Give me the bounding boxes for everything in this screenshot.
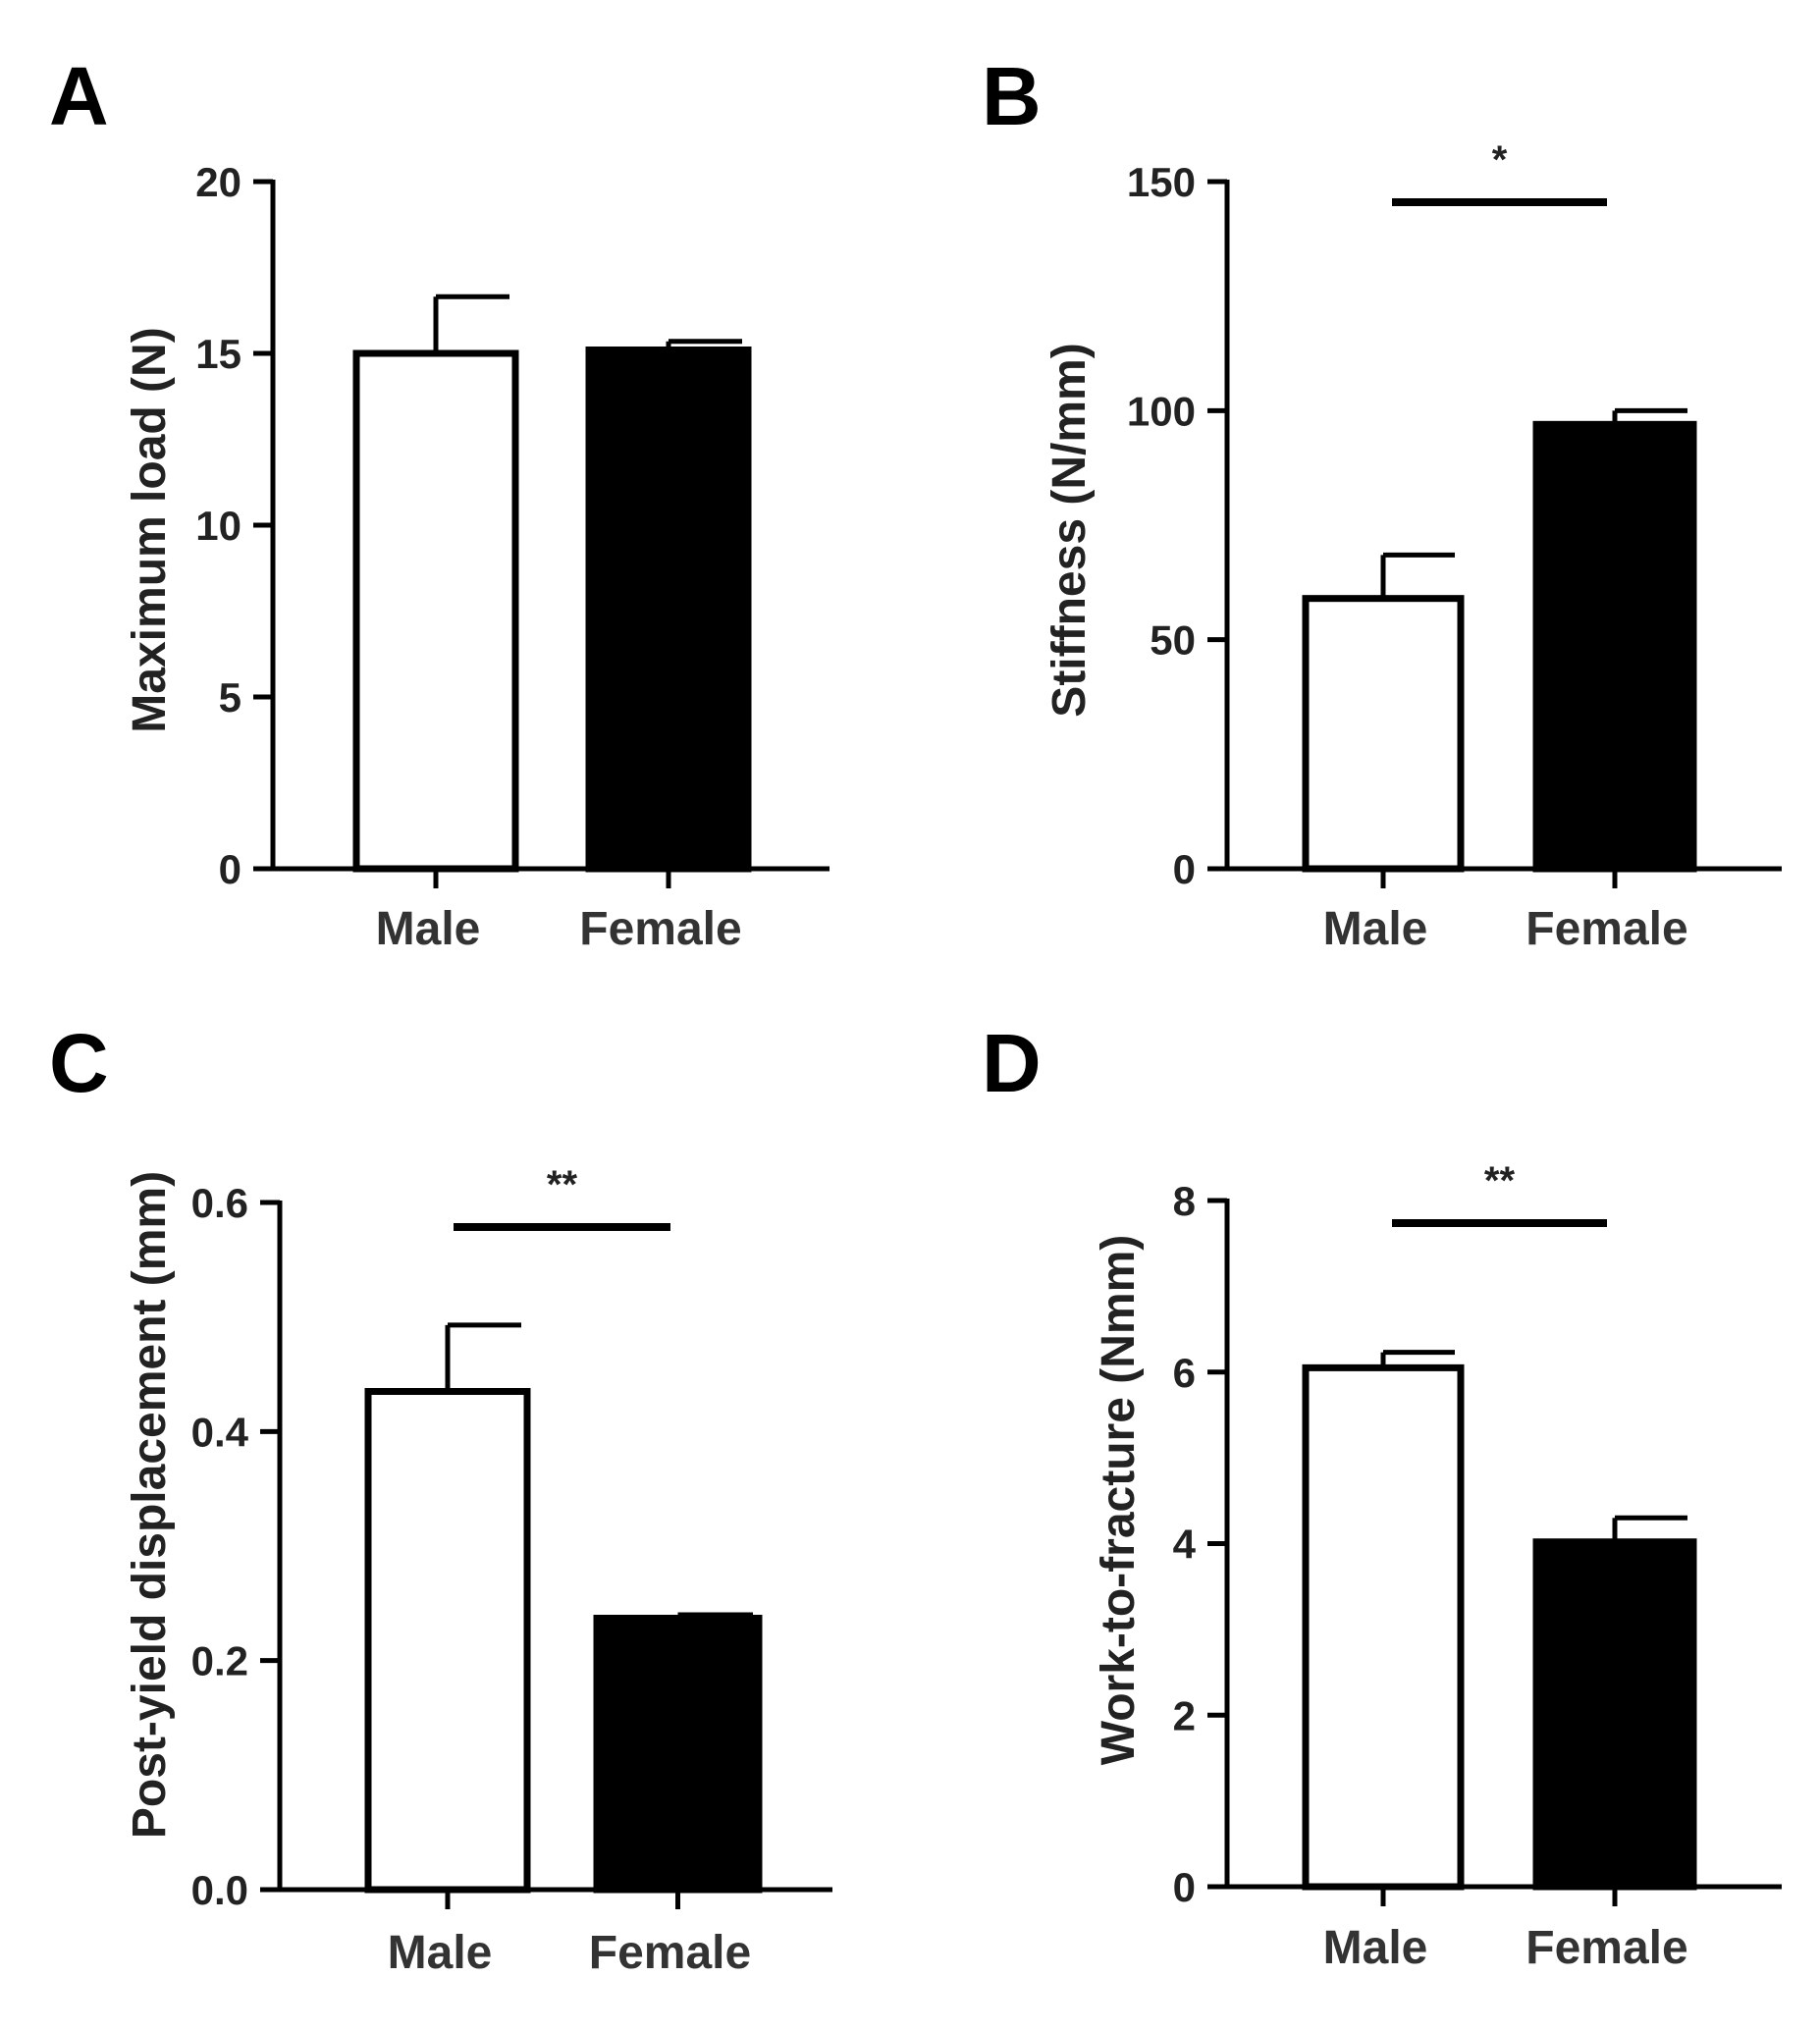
x-category-label: Female <box>589 1927 751 1979</box>
y-tick-label: 2 <box>1173 1692 1196 1738</box>
bar-female <box>593 1615 763 1894</box>
chart-marks: 0 2 4 6 8 Male Female <box>1173 1178 1782 1974</box>
panel-letter: A <box>49 50 109 142</box>
panel-b: B Stiffness (N/mm) * 0 50 100 150 Male Female <box>982 50 1782 955</box>
y-tick-label: 4 <box>1173 1522 1197 1568</box>
y-tick-label: 15 <box>195 331 241 377</box>
panel-letter: B <box>982 50 1042 142</box>
bar-male <box>1302 1363 1465 1891</box>
x-category-label: Male <box>1323 1922 1428 1974</box>
y-tick-label: 50 <box>1150 617 1196 664</box>
y-tick-label: 0.4 <box>191 1409 249 1455</box>
y-tick-label: 8 <box>1173 1178 1196 1224</box>
bar-female <box>1532 420 1697 873</box>
x-category-label: Male <box>1323 903 1428 955</box>
y-tick-label: 20 <box>195 159 241 205</box>
y-axis-label: Post-yield displacement (mm) <box>124 1171 176 1839</box>
x-category-label: Male <box>388 1927 493 1979</box>
significance-label: ** <box>547 1163 578 1206</box>
panel-d: D Work-to-fracture (Nmm) ** 0 2 4 6 8 Male Fem… <box>982 1017 1782 1974</box>
x-category-label: Female <box>1526 1922 1687 1974</box>
y-tick-label: 0.2 <box>191 1638 248 1684</box>
bar-male <box>352 349 519 873</box>
y-axis-label: Stiffness (N/mm) <box>1044 343 1096 717</box>
bar-male <box>1302 595 1465 873</box>
y-tick-label: 0.0 <box>191 1867 248 1913</box>
y-tick-label: 6 <box>1173 1350 1196 1396</box>
significance-label: ** <box>1484 1159 1516 1202</box>
x-category-label: Male <box>376 903 481 955</box>
y-axis-label: Maximum load (N) <box>124 327 176 732</box>
bar-male <box>364 1388 531 1894</box>
y-tick-label: 100 <box>1127 388 1196 434</box>
bar-female <box>1532 1538 1697 1891</box>
panel-c: C Post-yield displacement (mm) ** 0.0 0.2… <box>49 1017 832 1979</box>
bar-female <box>585 347 752 873</box>
x-category-label: Female <box>1526 903 1687 955</box>
chart-marks: 0 5 10 15 20 Male Female <box>195 159 830 955</box>
y-tick-label: 150 <box>1127 159 1196 205</box>
panel-a: A Maximum load (N) 0 5 10 15 20 Male Female <box>49 50 830 955</box>
y-tick-label: 0 <box>1173 1864 1196 1910</box>
y-tick-label: 0.6 <box>191 1180 248 1226</box>
panel-letter: D <box>982 1017 1042 1109</box>
panel-letter: C <box>49 1017 109 1109</box>
y-axis-label: Work-to-fracture (Nmm) <box>1093 1235 1145 1765</box>
y-tick-label: 10 <box>195 503 241 549</box>
y-tick-label: 0 <box>1173 846 1196 892</box>
y-tick-label: 0 <box>219 846 241 892</box>
x-category-label: Female <box>579 903 741 955</box>
chart-marks: 0.0 0.2 0.4 0.6 Male Female <box>191 1180 832 1979</box>
significance-label: * <box>1492 138 1508 182</box>
y-tick-label: 5 <box>219 674 241 721</box>
chart-marks: 0 50 100 150 Male Female <box>1127 159 1782 955</box>
